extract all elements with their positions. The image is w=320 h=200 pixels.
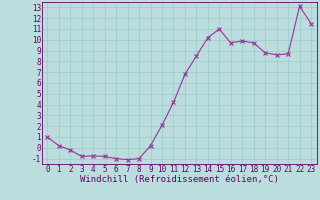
X-axis label: Windchill (Refroidissement éolien,°C): Windchill (Refroidissement éolien,°C)	[80, 175, 279, 184]
